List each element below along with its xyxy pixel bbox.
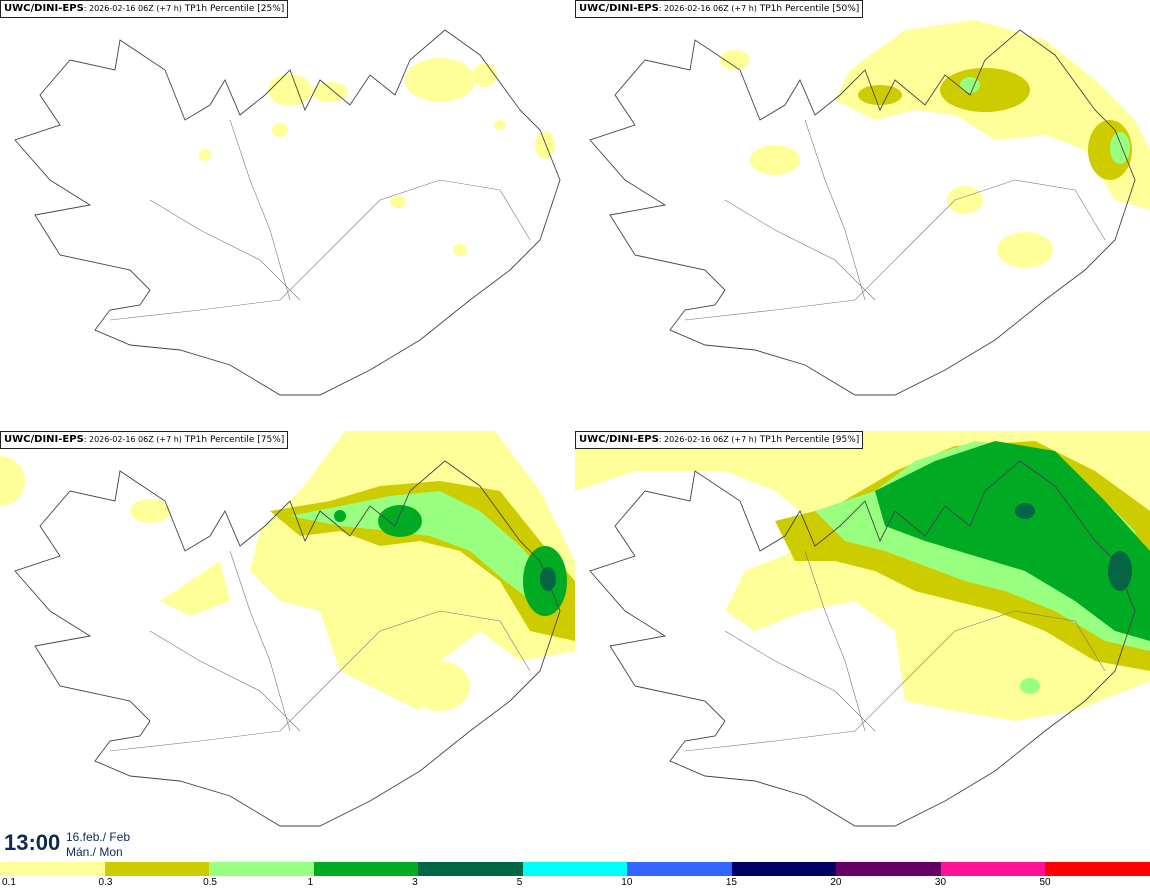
model-name: UWC/DINI-EPS xyxy=(579,3,659,14)
legend-label: 0.3 xyxy=(98,877,113,888)
map-panel-75: UWC/DINI-EPS: 2026-02-16 06Z (+7 h) TP1h… xyxy=(0,431,575,861)
field-name: TP1h Percentile [75%] xyxy=(181,435,285,445)
iceland-outline xyxy=(589,29,1136,396)
run-info: : 2026-02-16 06Z (+7 h) xyxy=(658,4,757,13)
panel-title: UWC/DINI-EPS: 2026-02-16 06Z (+7 h) TP1h… xyxy=(0,0,289,18)
model-name: UWC/DINI-EPS xyxy=(4,434,84,445)
color-legend xyxy=(0,862,1150,876)
map-panel-50: UWC/DINI-EPS: 2026-02-16 06Z (+7 h) TP1h… xyxy=(575,0,1150,430)
precip-field xyxy=(0,431,575,711)
legend-labels: 0.1 0.3 0.5 1 3 5 10 15 20 30 50 xyxy=(0,877,1150,891)
legend-swatch xyxy=(0,862,105,876)
valid-time: 13:00 16.feb./ Feb Mán./ Mon xyxy=(0,826,140,862)
legend-swatch xyxy=(418,862,523,876)
legend-label: 50 xyxy=(1039,877,1051,888)
run-info: : 2026-02-16 06Z (+7 h) xyxy=(658,435,757,444)
legend-label: 0.1 xyxy=(2,877,16,888)
field-name: TP1h Percentile [25%] xyxy=(181,4,285,14)
legend-label: 20 xyxy=(830,877,842,888)
map-panel-25: UWC/DINI-EPS: 2026-02-16 06Z (+7 h) TP1h… xyxy=(0,0,575,430)
valid-date-line2: Mán./ Mon xyxy=(66,845,123,859)
roads xyxy=(684,119,1106,321)
legend-swatch xyxy=(836,862,941,876)
legend-label: 0.5 xyxy=(203,877,217,888)
panel-title: UWC/DINI-EPS: 2026-02-16 06Z (+7 h) TP1h… xyxy=(575,431,864,449)
legend-swatch xyxy=(940,862,1046,876)
run-info: : 2026-02-16 06Z (+7 h) xyxy=(83,4,182,13)
precip-map-75 xyxy=(0,431,575,827)
precip-map-50 xyxy=(589,20,1150,396)
field-name: TP1h Percentile [95%] xyxy=(756,435,860,445)
iceland-outline xyxy=(14,29,561,396)
map-panel-95: UWC/DINI-EPS: 2026-02-16 06Z (+7 h) TP1h… xyxy=(575,431,1150,861)
precip-map-95 xyxy=(575,431,1150,827)
precip-field xyxy=(720,20,1150,268)
precip-field xyxy=(575,431,1150,721)
valid-date-line1: 16.feb./ Feb xyxy=(66,830,131,844)
field-name: TP1h Percentile [50%] xyxy=(756,4,860,14)
iceland-outline xyxy=(14,460,561,827)
legend-label: 15 xyxy=(725,877,737,888)
legend-label: 30 xyxy=(934,877,947,888)
legend-swatch xyxy=(1045,862,1150,876)
legend-label: 10 xyxy=(621,877,633,888)
precip-field xyxy=(199,58,555,256)
roads xyxy=(109,550,531,752)
legend-label: 1 xyxy=(307,877,314,888)
legend-swatch xyxy=(627,862,732,876)
roads xyxy=(109,119,531,321)
model-name: UWC/DINI-EPS xyxy=(579,434,659,445)
legend-swatch xyxy=(104,862,210,876)
valid-clock: 13:00 xyxy=(4,830,61,855)
run-info: : 2026-02-16 06Z (+7 h) xyxy=(83,435,182,444)
valid-date: 16.feb./ Feb Mán./ Mon xyxy=(66,830,130,860)
precip-map-25 xyxy=(14,29,561,396)
legend-swatch xyxy=(522,862,628,876)
model-name: UWC/DINI-EPS xyxy=(4,3,84,14)
legend-swatch xyxy=(209,862,314,876)
legend-label: 5 xyxy=(516,877,523,888)
legend-swatch xyxy=(731,862,837,876)
legend-swatch xyxy=(313,862,419,876)
roads xyxy=(684,550,1106,752)
iceland-outline xyxy=(589,460,1136,827)
panel-title: UWC/DINI-EPS: 2026-02-16 06Z (+7 h) TP1h… xyxy=(0,431,289,449)
legend-label: 3 xyxy=(412,877,418,888)
panel-title: UWC/DINI-EPS: 2026-02-16 06Z (+7 h) TP1h… xyxy=(575,0,864,18)
